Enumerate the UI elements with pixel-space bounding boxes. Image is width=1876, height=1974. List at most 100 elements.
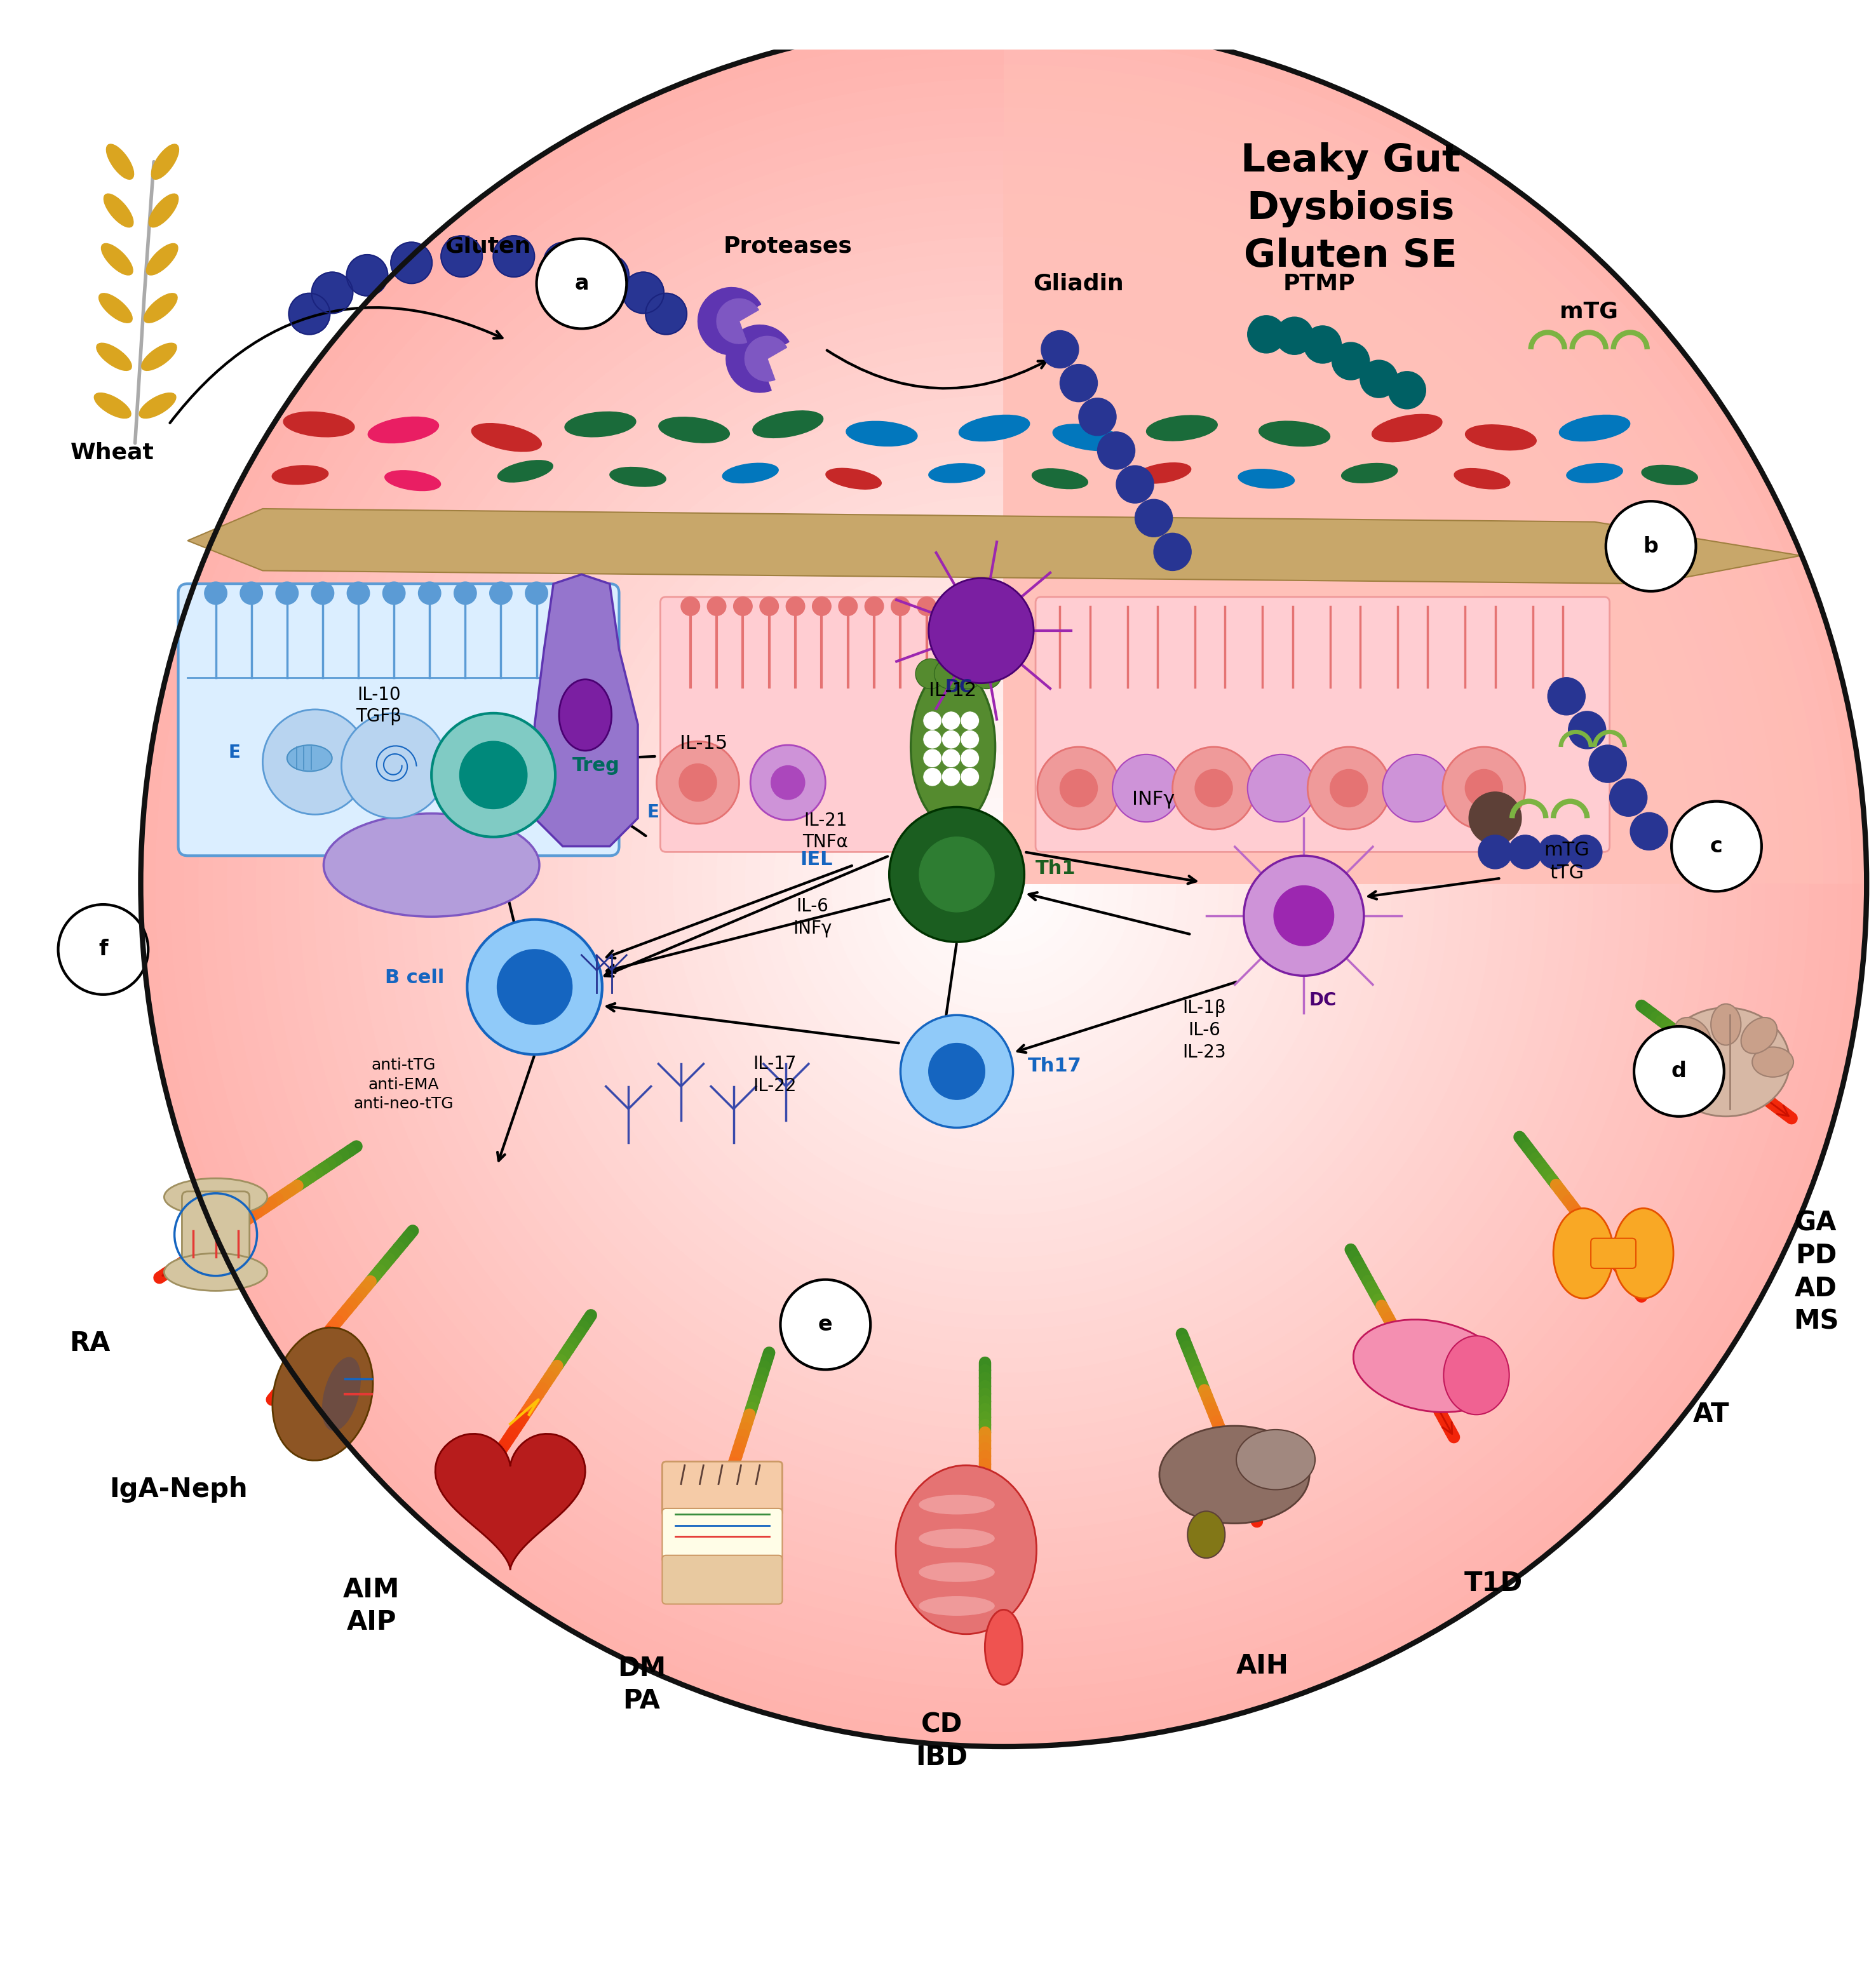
Wedge shape: [1004, 438, 1450, 884]
Wedge shape: [1004, 640, 1248, 884]
Text: IL-15: IL-15: [679, 734, 728, 752]
Ellipse shape: [471, 424, 542, 452]
Circle shape: [923, 768, 942, 786]
Text: Gliadin: Gliadin: [1034, 272, 1124, 294]
Circle shape: [1060, 770, 1097, 807]
Polygon shape: [535, 574, 638, 847]
Circle shape: [242, 122, 1765, 1646]
Wedge shape: [1004, 539, 1349, 884]
Ellipse shape: [323, 1358, 360, 1431]
Circle shape: [311, 272, 353, 314]
FancyBboxPatch shape: [182, 1192, 250, 1277]
Text: mTG: mTG: [1559, 300, 1619, 322]
Text: INFγ: INFγ: [1133, 790, 1174, 809]
Circle shape: [623, 272, 664, 314]
Wedge shape: [1004, 667, 1219, 884]
Circle shape: [1589, 744, 1626, 782]
Ellipse shape: [1536, 543, 1578, 559]
Circle shape: [788, 667, 1219, 1100]
Circle shape: [923, 711, 942, 730]
Circle shape: [263, 709, 368, 815]
FancyBboxPatch shape: [662, 1556, 782, 1605]
Ellipse shape: [919, 1563, 994, 1581]
Circle shape: [486, 367, 1521, 1402]
Circle shape: [428, 308, 1580, 1459]
Ellipse shape: [959, 415, 1030, 440]
Circle shape: [750, 744, 825, 819]
Ellipse shape: [1199, 547, 1240, 561]
Wedge shape: [1004, 65, 1823, 884]
Circle shape: [1097, 432, 1135, 470]
Circle shape: [227, 107, 1780, 1660]
Circle shape: [773, 653, 1234, 1113]
Text: c: c: [1711, 835, 1722, 857]
Circle shape: [1478, 835, 1512, 869]
Circle shape: [859, 740, 1148, 1028]
Wedge shape: [1004, 36, 1852, 884]
Circle shape: [786, 596, 805, 616]
Wedge shape: [1004, 452, 1435, 884]
Circle shape: [460, 742, 527, 809]
Circle shape: [156, 36, 1852, 1733]
Circle shape: [490, 582, 512, 604]
Circle shape: [874, 754, 1133, 1013]
Circle shape: [1304, 326, 1341, 363]
Circle shape: [932, 811, 1075, 955]
Circle shape: [454, 582, 477, 604]
Circle shape: [730, 610, 1278, 1157]
Wedge shape: [1004, 251, 1636, 884]
Text: f: f: [99, 940, 107, 959]
Wedge shape: [1004, 324, 1565, 884]
Circle shape: [803, 683, 1204, 1086]
Wedge shape: [1004, 237, 1651, 884]
Circle shape: [760, 640, 1248, 1129]
Circle shape: [1548, 677, 1585, 715]
Circle shape: [356, 237, 1651, 1532]
Text: AIM
AIP: AIM AIP: [343, 1575, 400, 1636]
Wedge shape: [1004, 482, 1407, 884]
Wedge shape: [1004, 338, 1550, 884]
Circle shape: [1041, 330, 1079, 367]
Wedge shape: [717, 298, 758, 343]
Circle shape: [276, 582, 298, 604]
Ellipse shape: [752, 411, 824, 438]
Ellipse shape: [1662, 1007, 1790, 1117]
Circle shape: [1332, 342, 1369, 379]
Wedge shape: [1004, 107, 1780, 884]
Text: IL-12: IL-12: [929, 681, 977, 701]
Circle shape: [961, 730, 979, 748]
Ellipse shape: [1465, 424, 1536, 450]
Circle shape: [1568, 835, 1602, 869]
Circle shape: [839, 596, 857, 616]
Text: IL-17
IL-22: IL-17 IL-22: [752, 1056, 797, 1096]
Circle shape: [643, 525, 1364, 1244]
Circle shape: [347, 582, 370, 604]
Ellipse shape: [897, 1465, 1036, 1634]
Circle shape: [889, 807, 1024, 942]
Circle shape: [390, 243, 431, 284]
Text: Gluten: Gluten: [445, 235, 531, 257]
Circle shape: [865, 596, 884, 616]
Circle shape: [587, 255, 628, 296]
Wedge shape: [1004, 409, 1478, 884]
Circle shape: [917, 797, 1090, 969]
Text: Th1: Th1: [1036, 859, 1077, 878]
Wedge shape: [1004, 266, 1623, 884]
Wedge shape: [1004, 553, 1334, 884]
Wedge shape: [1004, 466, 1420, 884]
Circle shape: [514, 395, 1493, 1372]
Ellipse shape: [101, 243, 133, 274]
Circle shape: [255, 136, 1752, 1632]
Ellipse shape: [165, 1253, 266, 1291]
Text: DC: DC: [1309, 991, 1336, 1009]
Ellipse shape: [910, 667, 994, 827]
Circle shape: [141, 22, 1867, 1747]
Text: CD
IBD: CD IBD: [915, 1711, 968, 1771]
FancyBboxPatch shape: [178, 584, 619, 855]
Wedge shape: [1004, 166, 1722, 884]
Circle shape: [572, 452, 1435, 1315]
Ellipse shape: [165, 1178, 266, 1216]
Circle shape: [919, 837, 994, 912]
Circle shape: [816, 697, 1191, 1070]
Ellipse shape: [1741, 1017, 1777, 1054]
